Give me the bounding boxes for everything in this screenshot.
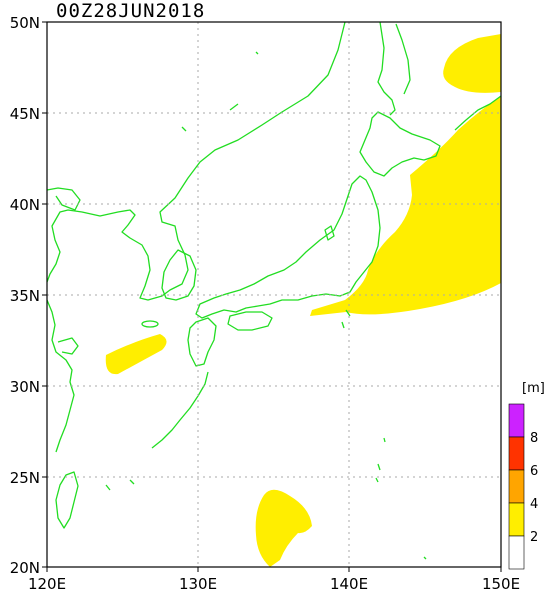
legend-label-6: 6 [530,464,538,479]
legend-swatch-6-8 [508,436,525,471]
wave-height-shading [105,34,501,567]
lat-label-45n: 45N [10,105,40,123]
small-island-c [105,484,111,491]
sakhalin-east [395,23,411,95]
korea-coast [161,249,197,301]
jeju-island [141,320,159,328]
lon-label-140e: 140E [330,575,368,593]
lat-label-20n: 20N [10,559,40,577]
taiwan-coast [55,471,79,529]
ogasawara [375,463,381,483]
sado-island [324,225,335,241]
primorye-island [255,51,259,55]
latitude-labels: 50N 45N 40N 35N 30N 25N 20N [10,14,40,577]
lat-label-40n: 40N [10,196,40,214]
legend-unit: [m] [522,381,545,396]
lat-label-50n: 50N [10,14,40,32]
legend-label-4: 4 [530,497,538,512]
mainland-coast [46,21,346,301]
shikoku-coast [227,311,273,331]
legend-swatch-2-4 [508,502,525,537]
lat-label-25n: 25N [10,469,40,487]
china-inlet [57,337,79,355]
lat-label-35n: 35N [10,287,40,305]
small-island-a [181,126,187,132]
wave-area-east [310,96,501,316]
axis-ticks [42,21,502,572]
wave-area-northeast [443,34,501,93]
coastlines [46,21,502,560]
hokkaido-coast [359,111,441,177]
marcus-island [423,556,427,560]
lon-label-150e: 150E [482,575,520,593]
small-island-d [129,479,135,485]
izu-islands [341,309,351,329]
lon-label-120e: 120E [28,575,66,593]
small-island-b [229,103,239,111]
china-east-coast [46,299,75,453]
wave-area-west [105,334,167,375]
wave-area-south [255,489,312,567]
lat-label-30n: 30N [10,378,40,396]
color-legend: [m] 8 6 4 2 [508,381,545,570]
map-area [42,21,502,572]
legend-label-2: 2 [530,530,538,545]
legend-swatch-4-6 [508,469,525,504]
honshu-coast [195,175,381,319]
legend-label-8: 8 [530,431,538,446]
longitude-labels: 120E 130E 140E 150E [28,575,520,593]
legend-swatch-8-plus [508,403,525,438]
map-title: 00Z28JUN2018 [56,0,205,22]
lon-label-130e: 130E [179,575,217,593]
izu-south [383,437,386,443]
grid-lines [47,22,501,567]
bohai-coast [46,187,81,211]
kuril-chain [454,95,502,131]
kyushu-coast [187,317,217,367]
sakhalin-coast [377,21,396,116]
legend-swatch-0-2 [508,535,525,570]
